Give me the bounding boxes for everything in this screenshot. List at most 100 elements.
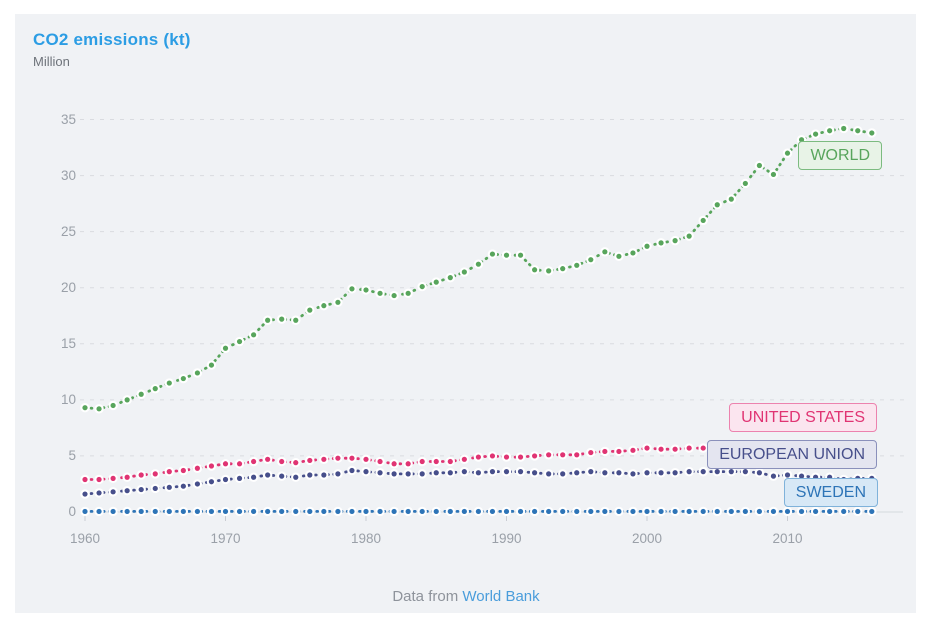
data-point-world[interactable] [546,268,552,274]
data-point-european-union[interactable] [658,470,664,476]
data-point-sweden[interactable] [616,508,622,515]
data-point-united-states[interactable] [166,469,172,475]
data-point-sweden[interactable] [503,508,510,515]
data-point-world[interactable] [349,286,355,292]
data-point-european-union[interactable] [630,471,636,477]
data-point-sweden[interactable] [672,508,678,515]
data-point-sweden[interactable] [363,508,369,515]
data-point-united-states[interactable] [363,456,369,462]
data-point-european-union[interactable] [236,475,243,481]
data-point-european-union[interactable] [166,484,172,490]
data-point-sweden[interactable] [602,508,608,515]
data-point-united-states[interactable] [335,455,341,461]
data-point-united-states[interactable] [208,463,215,469]
data-point-world[interactable] [574,262,580,268]
data-point-european-union[interactable] [560,471,566,477]
data-point-sweden[interactable] [293,508,299,515]
data-point-world[interactable] [784,150,791,156]
data-point-european-union[interactable] [756,470,763,476]
data-point-world[interactable] [560,266,566,272]
data-point-european-union[interactable] [293,474,299,480]
data-point-united-states[interactable] [194,465,200,471]
data-point-european-union[interactable] [475,470,481,476]
data-point-united-states[interactable] [560,452,566,458]
data-point-world[interactable] [770,171,777,178]
data-point-united-states[interactable] [588,449,594,456]
data-point-sweden[interactable] [869,508,875,515]
data-point-united-states[interactable] [447,458,453,465]
data-point-sweden[interactable] [208,508,215,515]
data-point-united-states[interactable] [391,461,397,467]
data-point-united-states[interactable] [489,453,496,459]
data-point-european-union[interactable] [616,470,622,476]
data-point-sweden[interactable] [475,508,481,515]
data-point-world[interactable] [222,345,229,351]
data-point-world[interactable] [447,275,453,281]
data-point-united-states[interactable] [475,454,481,460]
data-point-european-union[interactable] [391,471,397,477]
data-point-world[interactable] [419,283,425,290]
data-point-sweden[interactable] [827,508,833,515]
data-point-world[interactable] [461,269,467,275]
data-point-world[interactable] [686,233,692,239]
data-point-united-states[interactable] [644,445,650,451]
data-point-world[interactable] [377,290,383,296]
data-point-world[interactable] [700,217,706,224]
data-point-european-union[interactable] [602,470,608,476]
data-point-united-states[interactable] [124,474,130,480]
data-point-sweden[interactable] [784,508,791,515]
data-point-world[interactable] [616,253,622,259]
data-point-united-states[interactable] [700,445,706,451]
data-point-european-union[interactable] [742,469,748,475]
data-point-european-union[interactable] [588,469,594,475]
data-point-sweden[interactable] [138,508,144,515]
data-point-united-states[interactable] [419,458,425,465]
data-point-sweden[interactable] [714,508,720,515]
data-point-sweden[interactable] [798,508,805,515]
data-point-world[interactable] [742,180,748,187]
data-point-sweden[interactable] [447,508,453,515]
data-point-united-states[interactable] [546,452,552,458]
data-point-sweden[interactable] [728,508,734,515]
data-point-sweden[interactable] [532,508,538,515]
data-point-european-union[interactable] [138,486,144,493]
data-point-sweden[interactable] [349,508,355,515]
data-point-european-union[interactable] [363,469,369,475]
data-point-sweden[interactable] [841,508,847,515]
data-point-european-union[interactable] [770,473,777,479]
data-point-european-union[interactable] [152,485,158,492]
data-point-sweden[interactable] [560,508,566,515]
data-point-world[interactable] [138,391,144,397]
data-point-european-union[interactable] [419,471,425,477]
world-bank-link[interactable]: World Bank [462,588,540,605]
data-point-world[interactable] [728,196,734,202]
data-point-world[interactable] [602,249,608,255]
data-point-sweden[interactable] [855,508,861,515]
data-point-sweden[interactable] [335,508,341,515]
data-point-european-union[interactable] [728,469,734,475]
data-point-united-states[interactable] [658,446,664,452]
data-point-sweden[interactable] [251,508,257,515]
data-point-world[interactable] [532,267,538,273]
data-point-european-union[interactable] [686,469,692,475]
data-point-world[interactable] [279,316,285,322]
data-point-united-states[interactable] [110,475,116,481]
data-point-sweden[interactable] [180,508,186,515]
data-point-world[interactable] [251,332,257,338]
data-point-united-states[interactable] [686,445,692,451]
data-point-european-union[interactable] [265,472,271,478]
data-point-world[interactable] [236,338,243,345]
data-point-sweden[interactable] [222,508,229,515]
data-point-world[interactable] [82,405,88,411]
data-point-european-union[interactable] [208,479,215,485]
data-point-sweden[interactable] [124,508,130,515]
data-point-sweden[interactable] [166,508,172,515]
data-point-world[interactable] [658,240,664,246]
data-point-united-states[interactable] [349,455,355,461]
data-point-world[interactable] [152,386,158,392]
data-point-sweden[interactable] [770,508,777,515]
data-point-world[interactable] [827,128,833,134]
data-point-united-states[interactable] [265,456,271,462]
data-point-united-states[interactable] [82,476,88,483]
